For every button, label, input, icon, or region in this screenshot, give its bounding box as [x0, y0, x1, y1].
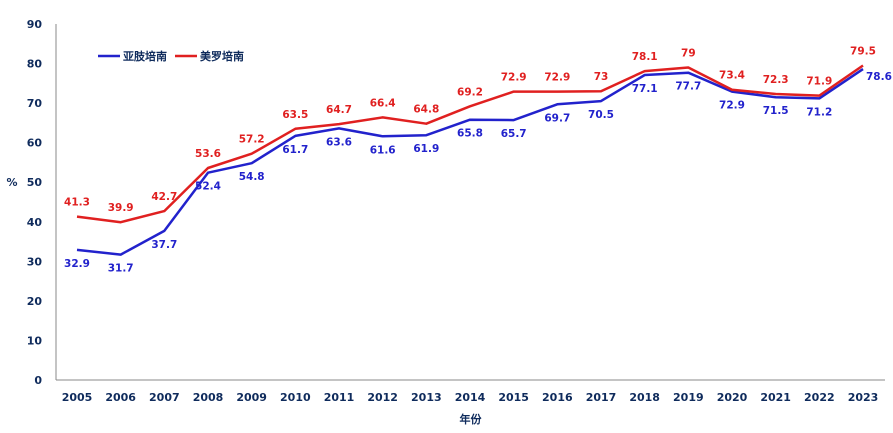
x-tick-label: 2006	[105, 391, 136, 404]
data-label-red: 72.9	[544, 72, 570, 84]
data-label-blue: 69.7	[544, 112, 570, 124]
data-label-red: 72.3	[763, 74, 789, 86]
data-label-red: 79.5	[850, 46, 876, 58]
data-labels: 41.3 39.9 42.7 53.6 57.2 63.5 64.7 66.4 64.8 69.2…	[64, 46, 892, 275]
data-label-red: 73	[594, 71, 609, 83]
data-label-blue: 31.7	[108, 263, 134, 275]
data-label-red: 79	[681, 48, 696, 60]
data-label-red: 64.7	[326, 104, 352, 116]
x-tick-label: 2012	[367, 391, 398, 404]
data-label-blue: 71.5	[763, 105, 789, 117]
data-label-blue: 70.5	[588, 109, 614, 121]
x-tick-label: 2021	[760, 391, 791, 404]
x-tick-label: 2019	[673, 391, 704, 404]
data-label-red: 73.4	[719, 70, 745, 82]
y-tick-label: 20	[27, 295, 43, 308]
legend-label-0: 亚肢培南	[123, 49, 167, 63]
data-label-red: 72.9	[501, 72, 527, 84]
data-label-blue: 32.9	[64, 258, 90, 270]
data-label-blue: 65.7	[501, 128, 527, 140]
y-tick-label: 30	[27, 255, 43, 268]
series-lines	[76, 64, 864, 256]
legend: 亚肢培南 美罗培南	[98, 49, 244, 63]
series-line-0	[76, 68, 864, 256]
x-tick-label: 2023	[848, 391, 879, 404]
data-label-blue: 72.9	[719, 100, 745, 112]
data-label-blue: 52.4	[195, 181, 221, 193]
data-label-blue: 61.7	[282, 144, 308, 156]
y-tick-label: 0	[34, 374, 42, 387]
data-label-blue: 65.8	[457, 128, 483, 140]
data-label-red: 39.9	[108, 202, 134, 214]
x-tick-label: 2009	[236, 391, 267, 404]
data-label-red: 63.5	[282, 109, 308, 121]
x-axis-title: 年份	[460, 412, 483, 426]
data-label-blue: 61.9	[413, 143, 439, 155]
x-tick-label: 2015	[498, 391, 529, 404]
y-tick-label: 40	[27, 216, 43, 229]
x-tick-label: 2022	[804, 391, 835, 404]
data-label-blue: 37.7	[151, 239, 177, 251]
x-tick-label: 2017	[586, 391, 617, 404]
y-tick-label: 80	[27, 58, 43, 71]
y-tick-label: 70	[27, 97, 43, 110]
x-tick-label: 2007	[149, 391, 180, 404]
data-label-red: 64.8	[413, 104, 439, 116]
data-label-blue: 78.6	[866, 71, 892, 83]
data-label-blue: 61.6	[370, 144, 396, 156]
data-label-red: 57.2	[239, 134, 265, 146]
x-tick-label: 2008	[193, 391, 224, 404]
data-label-blue: 77.1	[632, 83, 658, 95]
data-label-blue: 77.7	[675, 81, 701, 93]
y-tick-label: 60	[27, 137, 43, 150]
data-label-red: 42.7	[151, 191, 177, 203]
y-tick-label: 90	[27, 18, 43, 31]
x-tick-label: 2018	[629, 391, 660, 404]
x-axis: 2005 2006 2007 2008 2009 2010 2011 2012 2013 2014…	[56, 379, 885, 404]
x-tick-label: 2020	[717, 391, 748, 404]
series-line-1	[76, 64, 864, 224]
data-label-red: 66.4	[370, 97, 396, 109]
x-tick-label: 2011	[324, 391, 355, 404]
data-label-red: 71.9	[806, 76, 832, 88]
x-tick-label: 2005	[62, 391, 93, 404]
data-label-blue: 54.8	[239, 171, 265, 183]
data-label-red: 53.6	[195, 148, 221, 160]
x-tick-label: 2010	[280, 391, 311, 404]
x-tick-label: 2014	[455, 391, 486, 404]
data-label-red: 78.1	[632, 51, 658, 63]
data-label-blue: 71.2	[806, 106, 832, 118]
data-label-blue: 63.6	[326, 136, 352, 148]
y-axis: 0 10 20 30 40 50 60 70 80 90	[27, 18, 57, 387]
y-tick-label: 50	[27, 176, 43, 189]
y-tick-label: 10	[27, 334, 43, 347]
x-tick-label: 2013	[411, 391, 442, 404]
data-label-red: 69.2	[457, 86, 483, 98]
data-label-red: 41.3	[64, 197, 90, 209]
legend-label-1: 美罗培南	[200, 49, 244, 63]
x-tick-label: 2016	[542, 391, 573, 404]
y-axis-title: %	[6, 176, 17, 189]
